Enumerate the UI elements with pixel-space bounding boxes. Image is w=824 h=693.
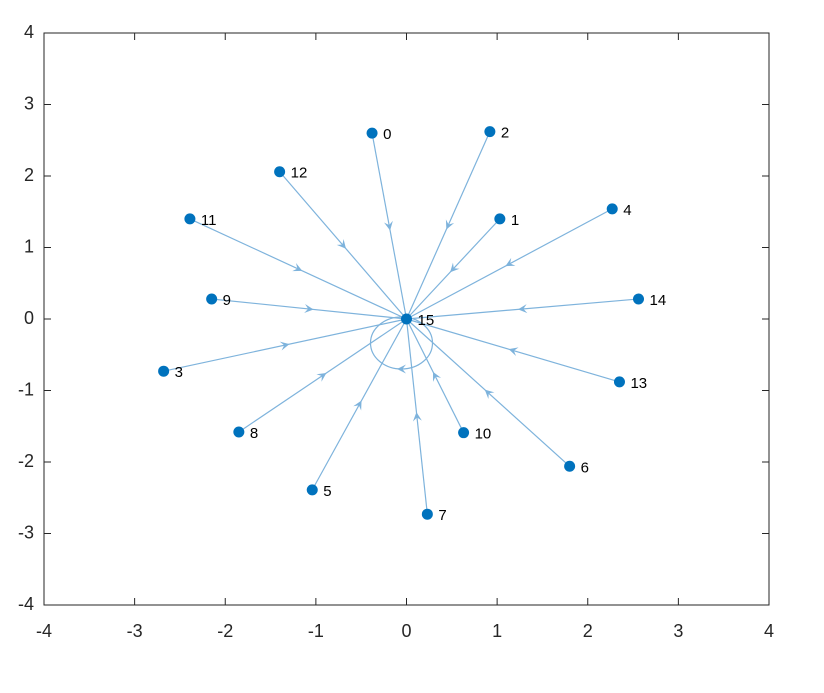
node-label: 10 <box>475 426 492 443</box>
node-label: 6 <box>581 459 589 476</box>
edge-arrow <box>304 304 314 314</box>
edge-arrow <box>505 257 516 267</box>
node-label: 4 <box>623 202 631 219</box>
x-tick-label: 1 <box>492 621 502 641</box>
x-tick-label: 2 <box>583 621 593 641</box>
node-label: 3 <box>175 364 183 381</box>
node-label: 14 <box>650 292 667 309</box>
node-label: 2 <box>501 125 509 142</box>
x-tick-label: -2 <box>217 621 233 641</box>
edge-arrow <box>518 304 528 314</box>
edge-arrow <box>292 262 303 272</box>
node-label: 8 <box>250 425 258 442</box>
node <box>564 460 576 472</box>
x-tick-label: 3 <box>673 621 683 641</box>
x-tick-label: -3 <box>127 621 143 641</box>
node <box>494 213 506 225</box>
node <box>606 203 618 215</box>
node-label: 11 <box>201 212 217 229</box>
y-tick-label: -1 <box>18 379 34 399</box>
x-tick-label: 0 <box>401 621 411 641</box>
node <box>233 426 245 438</box>
edge-arrow <box>508 347 519 357</box>
edge-arrow <box>484 389 495 400</box>
node <box>633 293 644 305</box>
edge-arrow <box>279 341 290 351</box>
node-label: 13 <box>630 375 647 392</box>
node <box>158 365 170 377</box>
node-label: 5 <box>323 483 331 500</box>
node <box>421 508 433 520</box>
node-label: 0 <box>383 126 391 143</box>
y-tick-label: -3 <box>18 522 34 542</box>
y-tick-label: 1 <box>24 236 34 256</box>
node-label: 12 <box>291 165 308 182</box>
node <box>484 126 496 138</box>
node <box>366 127 378 139</box>
node <box>206 293 218 305</box>
edge-arrow <box>316 372 327 382</box>
node <box>306 484 318 496</box>
node <box>613 376 625 388</box>
x-tick-label: 4 <box>764 621 774 641</box>
node <box>458 427 470 439</box>
y-tick-label: 0 <box>24 308 34 328</box>
y-tick-label: -2 <box>18 451 34 471</box>
edge-arrow <box>384 220 393 231</box>
edge-arrow <box>353 400 362 411</box>
edge-arrow <box>397 364 406 374</box>
edge-arrow <box>336 239 346 249</box>
y-tick-label: -4 <box>18 594 34 614</box>
edge-arrow <box>433 371 442 382</box>
node <box>184 213 196 225</box>
y-tick-label: 3 <box>24 93 34 113</box>
node <box>274 166 286 178</box>
edge-arrow <box>445 219 455 230</box>
edge-arrow <box>450 262 460 273</box>
y-tick-label: 4 <box>24 22 34 42</box>
x-tick-label: -4 <box>36 621 52 641</box>
node-label: 7 <box>438 507 446 524</box>
node-label: 15 <box>418 312 435 329</box>
node <box>401 313 412 325</box>
edge-arrow <box>412 412 422 422</box>
x-tick-label: -1 <box>308 621 324 641</box>
node-label: 1 <box>511 212 519 229</box>
y-tick-label: 2 <box>24 165 34 185</box>
node-label: 9 <box>223 292 231 309</box>
